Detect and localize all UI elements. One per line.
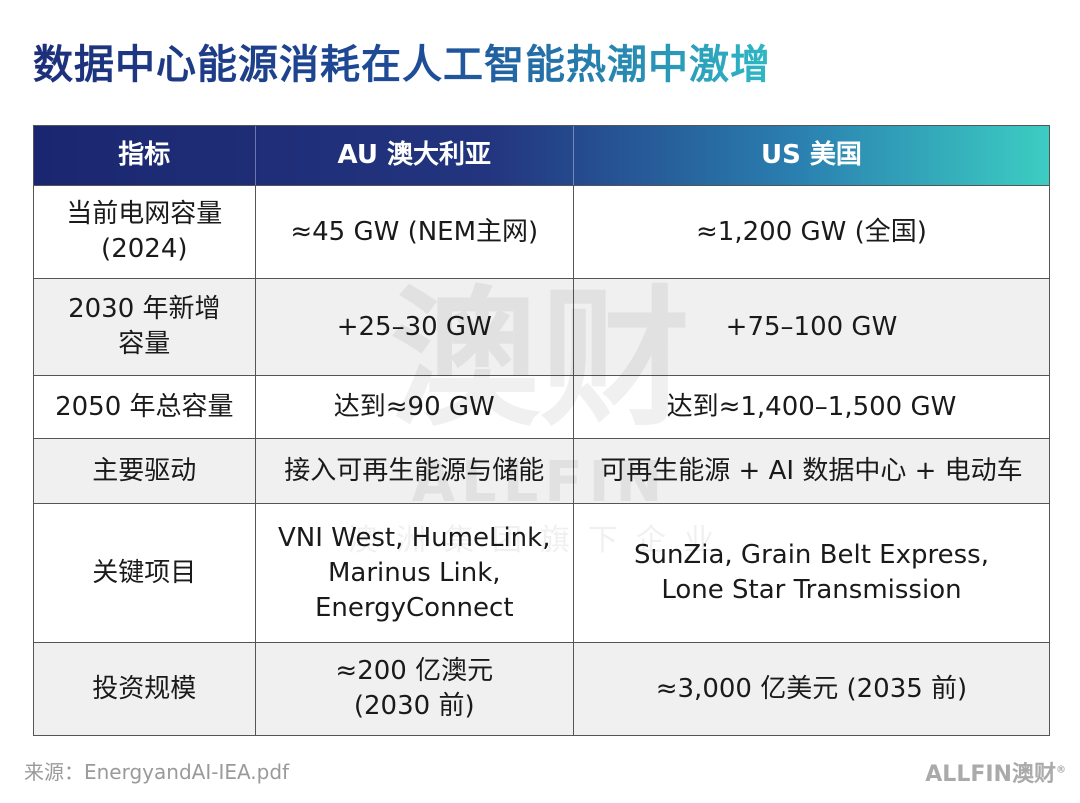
table-row: 关键项目 VNI West, HumeLink, Marinus Link, Ener… [34,503,1049,642]
logo-en: ALLFIN [925,762,1012,787]
cell-line: ≈200 亿澳元 [335,656,494,686]
table-cell: ≈3,000 亿美元 (2035 前) [572,643,1049,735]
cell-line: 当前电网容量 [66,199,223,229]
cell-line: 接入可再生能源与储能 [284,455,545,486]
header-cell: 指标 [118,140,171,170]
cell-line: Lone Star Transmission [661,575,962,605]
table-cell: ≈200 亿澳元 (2030 前) [254,643,573,735]
table: 指标 AU 澳大利亚 US 美国当前电网容量 (2024) ≈45 GW (NEM主网)… [33,125,1050,736]
cell-line: (2030 前) [353,691,475,721]
cell-line: ≈1,200 GW (全国) [696,216,927,247]
table-cell: 关键项目 [34,504,255,642]
page-title: 数据中心能源消耗在人工智能热潮中激增 [33,32,771,90]
cell-line: ≈3,000 亿美元 (2035 前) [655,673,968,704]
cell-line: 2050 年总容量 [55,391,234,422]
cell-line: +75–100 GW [725,311,898,342]
cell-line: 主要驱动 [92,455,197,486]
header-cell: US 美国 [572,126,1049,185]
cell-line: +25–30 GW [336,311,492,342]
table-cell: 主要驱动 [34,439,255,503]
table-row: 2030 年新增 容量 +25–30 GW +75–100 GW [34,278,1049,375]
table-row: 2050 年总容量 达到≈90 GW 达到≈1,400–1,500 GW [34,375,1049,438]
cell-line: Marinus Link, [327,557,501,588]
cell-line: (2024) [101,234,188,264]
table-cell: +75–100 GW [572,279,1049,375]
source-note: 来源：EnergyandAI-IEA.pdf [24,760,290,784]
table-cell: ≈45 GW (NEM主网) [254,186,573,278]
cell-line: 达到≈1,400–1,500 GW [666,391,957,422]
table-cell: 达到≈1,400–1,500 GW [572,376,1049,438]
cell-line: 可再生能源 + AI 数据中心 + 电动车 [600,455,1023,486]
cell-line: SunZia, Grain Belt Express, [633,540,989,570]
table-cell: SunZia, Grain Belt Express, Lone Star Tra… [572,504,1049,642]
cell-line: 2030 年新增 [68,294,221,324]
logo-cn: 澳财 [1011,762,1056,787]
table-cell: ≈1,200 GW (全国) [572,186,1049,278]
table-cell: 当前电网容量 (2024) [34,186,255,278]
header-row: 指标 AU 澳大利亚 US 美国 [34,126,1049,185]
cell-line: 投资规模 [92,673,197,704]
table-row: 投资规模 ≈200 亿澳元 (2030 前) ≈3,000 亿美元 (2035 前) [34,642,1049,735]
logo-mark: ® [1056,764,1066,776]
footer-logo: ALLFIN澳财® [925,756,1066,788]
table-cell: 接入可再生能源与储能 [254,439,573,503]
cell-line: ≈45 GW (NEM主网) [290,216,539,247]
table-cell: 2050 年总容量 [34,376,255,438]
table-cell: 可再生能源 + AI 数据中心 + 电动车 [572,439,1049,503]
table-cell: 达到≈90 GW [254,376,573,438]
table-cell: 投资规模 [34,643,255,735]
cell-line: VNI West, HumeLink, [278,522,551,553]
table-row: 主要驱动 接入可再生能源与储能 可再生能源 + AI 数据中心 + 电动车 [34,438,1049,503]
table-cell: VNI West, HumeLink, Marinus Link, EnergyCo… [254,504,573,642]
cell-line: 关键项目 [92,557,197,588]
table-cell: +25–30 GW [254,279,573,375]
cell-line: 达到≈90 GW [333,391,495,422]
table-cell: 2030 年新增 容量 [34,279,255,375]
header-cell: AU 澳大利亚 [254,126,573,185]
cell-line: 容量 [118,329,171,359]
cell-line: EnergyConnect [314,592,514,623]
table-row: 当前电网容量 (2024) ≈45 GW (NEM主网) ≈1,200 GW (全国) [34,185,1049,278]
